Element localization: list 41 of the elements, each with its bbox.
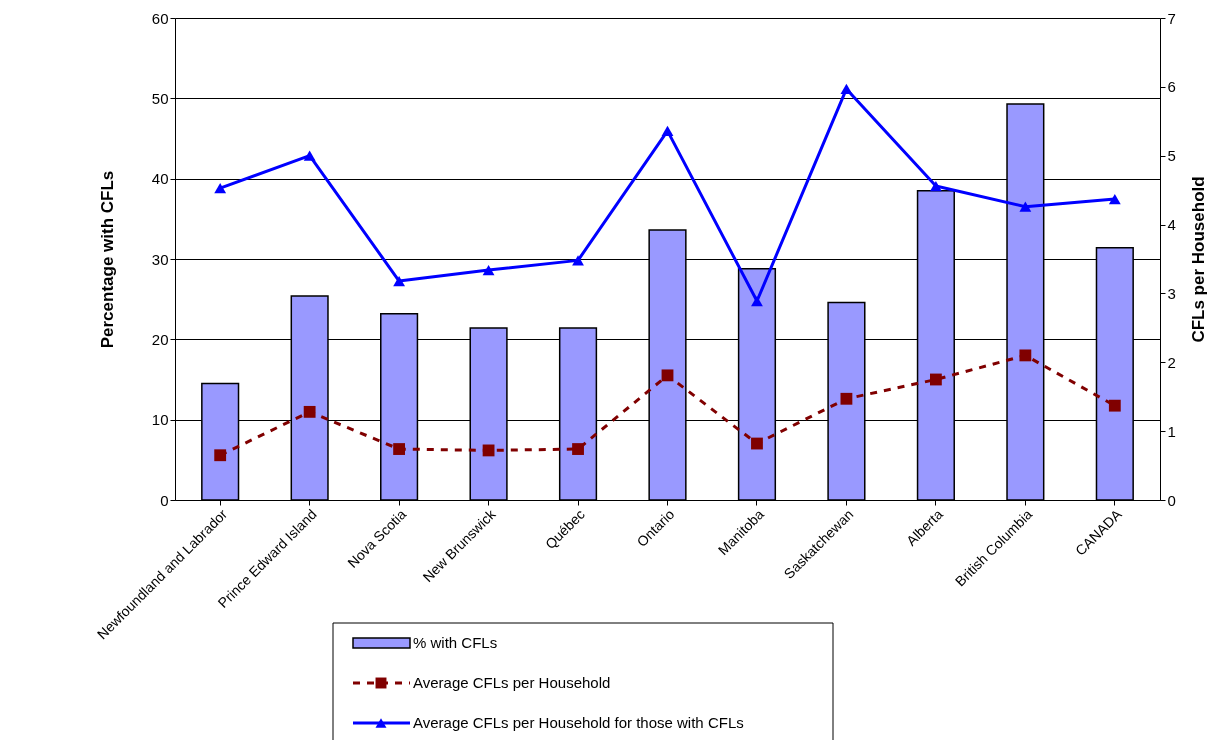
legend-label: Average CFLs per Household [413,674,611,691]
point [929,373,942,386]
point [1019,201,1032,212]
point [1019,349,1032,362]
y-tick-label: 20 [151,330,169,348]
y-tick-label: 60 [151,9,169,27]
y-tick-label: 30 [151,250,169,268]
point [572,255,584,266]
point [1108,193,1121,205]
point [214,449,227,462]
y-tick-label: 10 [151,411,169,429]
point [840,392,853,405]
y2-axis-title: CFLs per Household [1188,176,1208,343]
y-tick-label: 40 [151,170,169,188]
point [840,83,853,95]
y-tick-label: 50 [151,89,169,107]
point [661,125,674,137]
point [661,369,674,382]
point [214,182,227,194]
y-tick-label: 0 [160,491,169,509]
point [393,443,406,455]
point [393,275,406,287]
y2-tick-label: 5 [1167,147,1176,165]
y2-tick-label: 2 [1167,353,1176,371]
y2-tick-label: 3 [1167,284,1176,302]
point [1108,399,1121,412]
y2-tick-label: 1 [1167,422,1176,440]
point [751,437,763,450]
legend-label: Average CFLs per Household for those with CFLs [413,714,744,731]
point [929,180,942,192]
y2-tick-label: 6 [1167,78,1176,96]
legend-label: % with CFLs [413,634,498,651]
point [303,405,316,418]
y2-tick-label: 7 [1167,9,1176,27]
y-axis-title: Percentage with CFLs [97,170,117,349]
point [751,295,763,307]
y2-tick-label: 0 [1167,491,1176,509]
point [303,150,316,161]
point [482,264,495,276]
point [572,443,584,455]
y2-tick-label: 4 [1167,216,1176,234]
